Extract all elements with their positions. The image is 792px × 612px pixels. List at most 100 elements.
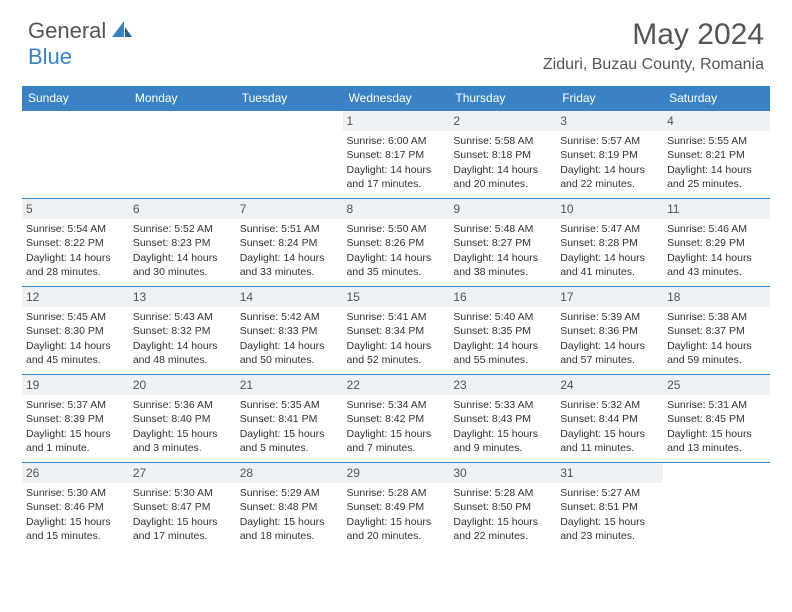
daylight-text: Daylight: 15 hours	[667, 427, 766, 441]
calendar-body: 1Sunrise: 6:00 AMSunset: 8:17 PMDaylight…	[22, 111, 770, 551]
calendar-day-cell: 29Sunrise: 5:28 AMSunset: 8:49 PMDayligh…	[343, 463, 450, 551]
daylight-text: Daylight: 14 hours	[347, 163, 446, 177]
sunrise-text: Sunrise: 5:51 AM	[240, 222, 339, 236]
daylight-text: and 22 minutes.	[560, 177, 659, 191]
daylight-text: and 5 minutes.	[240, 441, 339, 455]
daylight-text: Daylight: 15 hours	[26, 427, 125, 441]
sunrise-text: Sunrise: 5:33 AM	[453, 398, 552, 412]
calendar-day-cell: 16Sunrise: 5:40 AMSunset: 8:35 PMDayligh…	[449, 287, 556, 375]
calendar-day-cell: 9Sunrise: 5:48 AMSunset: 8:27 PMDaylight…	[449, 199, 556, 287]
sunrise-text: Sunrise: 5:28 AM	[453, 486, 552, 500]
sunset-text: Sunset: 8:22 PM	[26, 236, 125, 250]
sunrise-text: Sunrise: 5:35 AM	[240, 398, 339, 412]
daylight-text: and 28 minutes.	[26, 265, 125, 279]
daylight-text: Daylight: 14 hours	[667, 163, 766, 177]
sunrise-text: Sunrise: 5:41 AM	[347, 310, 446, 324]
sunset-text: Sunset: 8:23 PM	[133, 236, 232, 250]
calendar-day-cell: 31Sunrise: 5:27 AMSunset: 8:51 PMDayligh…	[556, 463, 663, 551]
weekday-header: Sunday	[22, 86, 129, 111]
sunrise-text: Sunrise: 5:34 AM	[347, 398, 446, 412]
sunset-text: Sunset: 8:27 PM	[453, 236, 552, 250]
day-number: 26	[22, 463, 129, 483]
sunrise-text: Sunrise: 5:40 AM	[453, 310, 552, 324]
day-number: 22	[343, 375, 450, 395]
daylight-text: and 1 minute.	[26, 441, 125, 455]
day-number: 6	[129, 199, 236, 219]
day-number: 11	[663, 199, 770, 219]
daylight-text: Daylight: 14 hours	[26, 251, 125, 265]
daylight-text: Daylight: 14 hours	[560, 339, 659, 353]
calendar-day-cell: 14Sunrise: 5:42 AMSunset: 8:33 PMDayligh…	[236, 287, 343, 375]
logo-text-blue: Blue	[28, 44, 72, 69]
calendar-day-cell: 8Sunrise: 5:50 AMSunset: 8:26 PMDaylight…	[343, 199, 450, 287]
daylight-text: Daylight: 14 hours	[453, 163, 552, 177]
weekday-header: Friday	[556, 86, 663, 111]
daylight-text: and 9 minutes.	[453, 441, 552, 455]
sunset-text: Sunset: 8:24 PM	[240, 236, 339, 250]
calendar-week-row: 1Sunrise: 6:00 AMSunset: 8:17 PMDaylight…	[22, 111, 770, 199]
daylight-text: Daylight: 14 hours	[560, 251, 659, 265]
calendar-day-cell: 21Sunrise: 5:35 AMSunset: 8:41 PMDayligh…	[236, 375, 343, 463]
sunrise-text: Sunrise: 5:47 AM	[560, 222, 659, 236]
daylight-text: Daylight: 14 hours	[133, 339, 232, 353]
sunset-text: Sunset: 8:28 PM	[560, 236, 659, 250]
page-header: General May 2024 Ziduri, Buzau County, R…	[0, 0, 792, 82]
title-block: May 2024 Ziduri, Buzau County, Romania	[543, 18, 764, 74]
sunrise-text: Sunrise: 5:55 AM	[667, 134, 766, 148]
sunrise-text: Sunrise: 5:39 AM	[560, 310, 659, 324]
calendar-week-row: 12Sunrise: 5:45 AMSunset: 8:30 PMDayligh…	[22, 287, 770, 375]
day-number: 9	[449, 199, 556, 219]
sunset-text: Sunset: 8:47 PM	[133, 500, 232, 514]
daylight-text: and 17 minutes.	[347, 177, 446, 191]
daylight-text: and 7 minutes.	[347, 441, 446, 455]
calendar-day-cell: 23Sunrise: 5:33 AMSunset: 8:43 PMDayligh…	[449, 375, 556, 463]
day-number: 27	[129, 463, 236, 483]
day-number: 17	[556, 287, 663, 307]
calendar-day-cell: 25Sunrise: 5:31 AMSunset: 8:45 PMDayligh…	[663, 375, 770, 463]
calendar-day-cell: 5Sunrise: 5:54 AMSunset: 8:22 PMDaylight…	[22, 199, 129, 287]
logo-sail-icon	[110, 19, 134, 44]
sunset-text: Sunset: 8:36 PM	[560, 324, 659, 338]
sunrise-text: Sunrise: 5:29 AM	[240, 486, 339, 500]
sunset-text: Sunset: 8:43 PM	[453, 412, 552, 426]
location-text: Ziduri, Buzau County, Romania	[543, 56, 764, 74]
daylight-text: and 22 minutes.	[453, 529, 552, 543]
day-number: 19	[22, 375, 129, 395]
daylight-text: Daylight: 14 hours	[667, 251, 766, 265]
sunset-text: Sunset: 8:42 PM	[347, 412, 446, 426]
sunset-text: Sunset: 8:46 PM	[26, 500, 125, 514]
daylight-text: and 45 minutes.	[26, 353, 125, 367]
sunset-text: Sunset: 8:48 PM	[240, 500, 339, 514]
sunset-text: Sunset: 8:39 PM	[26, 412, 125, 426]
daylight-text: Daylight: 14 hours	[26, 339, 125, 353]
sunrise-text: Sunrise: 5:36 AM	[133, 398, 232, 412]
day-number: 14	[236, 287, 343, 307]
daylight-text: Daylight: 15 hours	[240, 427, 339, 441]
sunset-text: Sunset: 8:37 PM	[667, 324, 766, 338]
calendar-day-cell: 26Sunrise: 5:30 AMSunset: 8:46 PMDayligh…	[22, 463, 129, 551]
sunrise-text: Sunrise: 5:50 AM	[347, 222, 446, 236]
logo-text-general: General	[28, 18, 106, 44]
daylight-text: Daylight: 15 hours	[560, 515, 659, 529]
daylight-text: Daylight: 14 hours	[667, 339, 766, 353]
sunset-text: Sunset: 8:33 PM	[240, 324, 339, 338]
calendar-week-row: 26 Sunrise: 5:30 AMSunset: 8:46 PM Dayligh…	[22, 463, 770, 551]
sunrise-text: Sunrise: 5:48 AM	[453, 222, 552, 236]
day-number: 29	[343, 463, 450, 483]
sunset-text: Sunset: 8:30 PM	[26, 324, 125, 338]
day-number: 10	[556, 199, 663, 219]
day-number: 3	[556, 111, 663, 131]
calendar-table: Sunday Monday Tuesday Wednesday Thursday…	[22, 86, 770, 551]
daylight-text: and 38 minutes.	[453, 265, 552, 279]
weekday-header: Tuesday	[236, 86, 343, 111]
weekday-header: Thursday	[449, 86, 556, 111]
day-number: 24	[556, 375, 663, 395]
sunset-text: Sunset: 8:45 PM	[667, 412, 766, 426]
sunrise-text: Sunrise: 5:30 AM	[26, 486, 125, 500]
calendar-day-cell: 7Sunrise: 5:51 AMSunset: 8:24 PMDaylight…	[236, 199, 343, 287]
sunset-text: Sunset: 8:34 PM	[347, 324, 446, 338]
calendar-day-cell: 11Sunrise: 5:46 AMSunset: 8:29 PMDayligh…	[663, 199, 770, 287]
sunrise-text: Sunrise: 5:45 AM	[26, 310, 125, 324]
calendar-day-cell: 28Sunrise: 5:29 AMSunset: 8:48 PMDayligh…	[236, 463, 343, 551]
sunset-text: Sunset: 8:51 PM	[560, 500, 659, 514]
